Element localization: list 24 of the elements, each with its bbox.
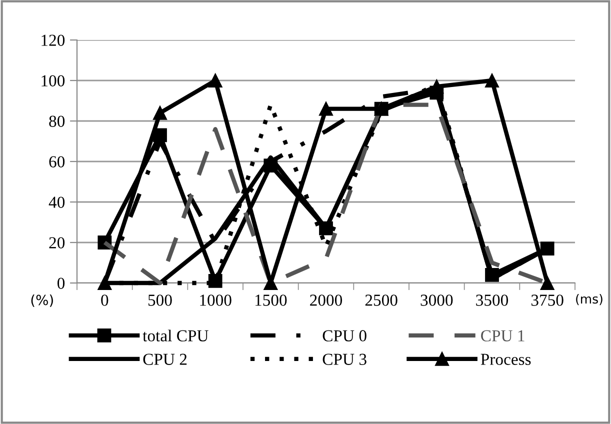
legend-label: CPU 3 <box>322 354 366 365</box>
y-tick-label: 80 <box>49 116 65 127</box>
x-tick-label: 2000 <box>310 294 342 306</box>
y-tick-label: 40 <box>48 196 65 208</box>
x-tick-label: 1000 <box>200 294 232 306</box>
y-tick-label: 20 <box>49 237 65 248</box>
legend-label: total CPU <box>142 330 208 342</box>
legend-label: Process <box>480 354 531 365</box>
y-axis-title: (%) <box>31 294 53 307</box>
x-tick-label: 500 <box>148 294 172 306</box>
x-tick-label: 3000 <box>420 294 453 306</box>
y-tick-label: 60 <box>49 156 65 168</box>
x-tick-label: 3500 <box>476 294 508 306</box>
y-tick-label: 100 <box>42 75 65 86</box>
x-tick-label: 1500 <box>255 294 287 306</box>
legend-label: CPU 0 <box>322 330 366 342</box>
x-tick-label: 0 <box>101 294 108 306</box>
x-tick-label: 2500 <box>365 294 398 306</box>
x-axis-title: (ms) <box>576 294 602 306</box>
legend-label: CPU 2 <box>143 354 187 365</box>
x-tick-label: 3750 <box>531 294 564 306</box>
y-tick-label: 0 <box>57 278 65 289</box>
legend-label: CPU 1 <box>481 330 524 342</box>
y-tick-label: 120 <box>42 34 65 46</box>
